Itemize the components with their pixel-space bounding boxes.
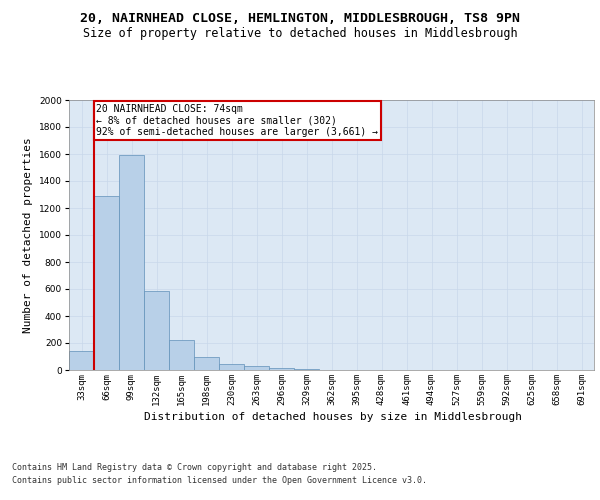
Bar bbox=[169, 340, 194, 370]
Bar bbox=[194, 356, 219, 370]
Text: Distribution of detached houses by size in Middlesbrough: Distribution of detached houses by size … bbox=[144, 412, 522, 422]
Bar bbox=[119, 156, 144, 370]
Text: Contains public sector information licensed under the Open Government Licence v3: Contains public sector information licen… bbox=[12, 476, 427, 485]
Bar bbox=[219, 364, 244, 370]
Bar bbox=[69, 351, 94, 370]
Bar bbox=[269, 368, 294, 370]
Y-axis label: Number of detached properties: Number of detached properties bbox=[23, 137, 34, 333]
Bar bbox=[244, 366, 269, 370]
Bar bbox=[94, 196, 119, 370]
Text: 20 NAIRNHEAD CLOSE: 74sqm
← 8% of detached houses are smaller (302)
92% of semi-: 20 NAIRNHEAD CLOSE: 74sqm ← 8% of detach… bbox=[97, 104, 379, 137]
Text: Size of property relative to detached houses in Middlesbrough: Size of property relative to detached ho… bbox=[83, 28, 517, 40]
Text: Contains HM Land Registry data © Crown copyright and database right 2025.: Contains HM Land Registry data © Crown c… bbox=[12, 462, 377, 471]
Text: 20, NAIRNHEAD CLOSE, HEMLINGTON, MIDDLESBROUGH, TS8 9PN: 20, NAIRNHEAD CLOSE, HEMLINGTON, MIDDLES… bbox=[80, 12, 520, 26]
Bar bbox=[144, 291, 169, 370]
